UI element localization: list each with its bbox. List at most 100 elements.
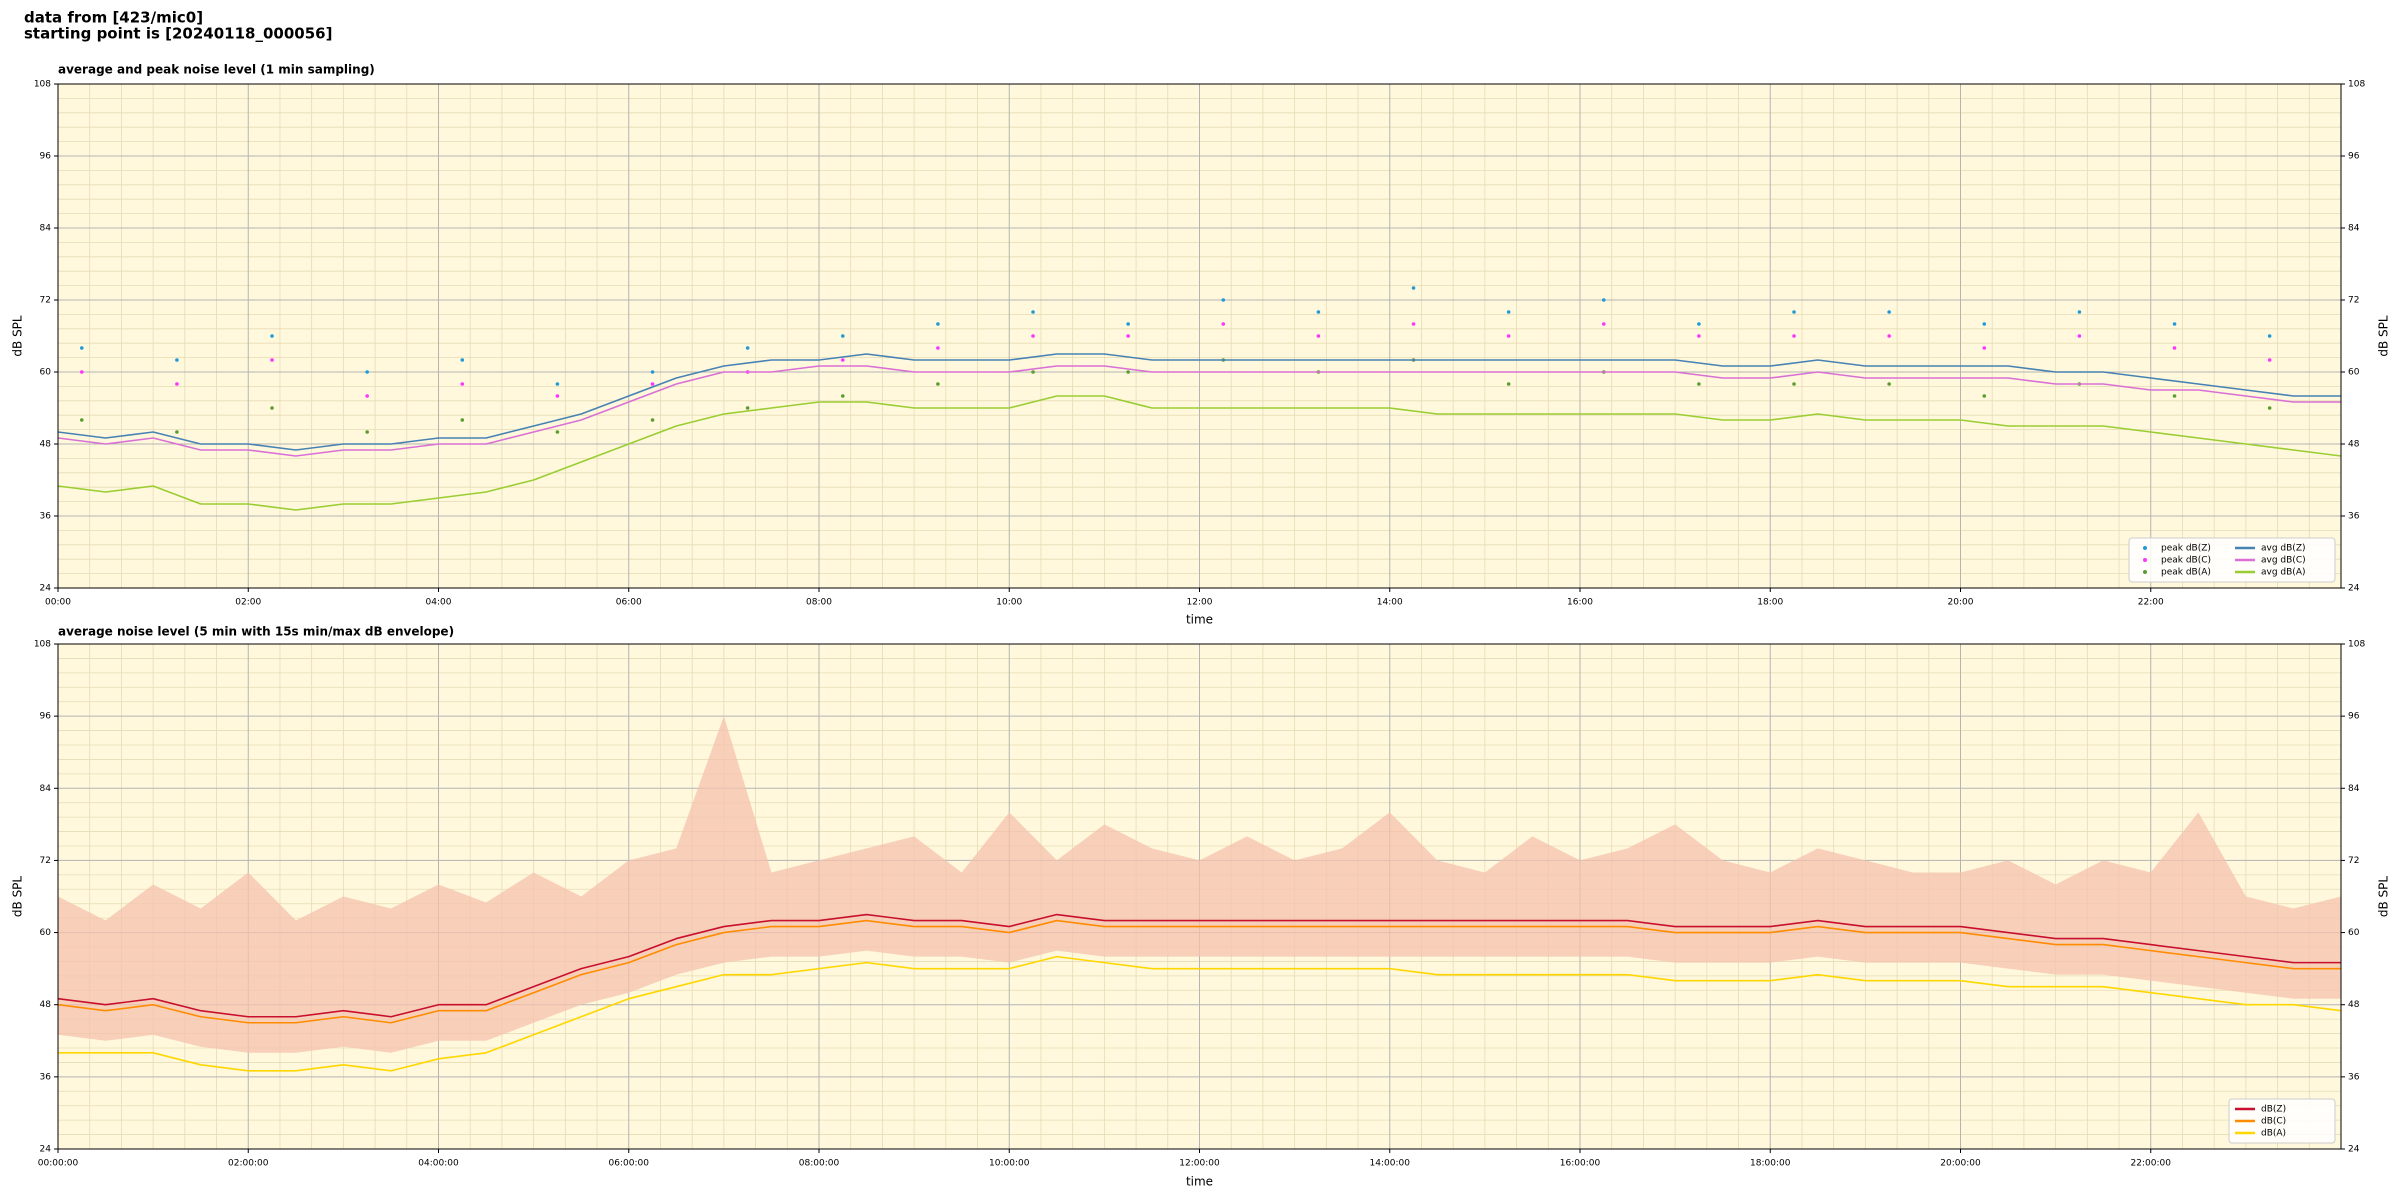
peak-point — [1887, 310, 1891, 314]
peak-point — [460, 358, 465, 362]
envelope-area — [58, 716, 2341, 1053]
y-tick-label: 48 — [2348, 440, 2360, 450]
peak-point — [1411, 286, 1416, 290]
chart-title: average noise level (5 min with 15s min/… — [58, 625, 454, 639]
x-tick-label: 12:00 — [1187, 598, 1213, 608]
peak-point — [1982, 394, 1987, 398]
peak-point — [840, 394, 845, 398]
plot-frame — [57, 83, 2342, 589]
legend-label: avg dB(Z) — [2261, 544, 2306, 554]
legend-label: avg dB(A) — [2261, 568, 2305, 578]
x-tick-label: 20:00 — [1948, 598, 1974, 608]
x-tick-label: 12:00:00 — [1179, 1159, 1220, 1169]
peak-point — [745, 406, 750, 410]
y-axis-label: dB SPL — [11, 876, 25, 918]
peak-point — [2172, 394, 2177, 398]
y-tick-label: 108 — [2348, 640, 2365, 650]
peak-point — [1316, 334, 1321, 338]
header-line: data from [423/mic0] — [24, 9, 203, 27]
x-tick-label: 16:00:00 — [1560, 1159, 1601, 1169]
y-tick-label: 36 — [2348, 1072, 2360, 1082]
peak-point — [840, 358, 845, 362]
peak-point — [2267, 406, 2272, 410]
y-tick-label: 84 — [2348, 224, 2360, 234]
legend-box — [2128, 537, 2336, 583]
x-tick-label: 08:00 — [806, 598, 832, 608]
peak-point — [1031, 334, 1035, 338]
x-tick-label: 00:00:00 — [38, 1159, 79, 1169]
peak-point — [175, 358, 179, 362]
y-tick-label: 96 — [2348, 712, 2360, 722]
peak-point — [175, 382, 179, 386]
y-tick-label: 60 — [2348, 368, 2360, 378]
peak-point — [1697, 334, 1701, 338]
x-tick-label: 22:00 — [2138, 598, 2164, 608]
x-tick-label: 20:00:00 — [1940, 1159, 1981, 1169]
y-tick-label: 24 — [2348, 1145, 2360, 1155]
peak-point — [1221, 322, 1226, 326]
peak-point — [460, 418, 465, 422]
y-axis-label: dB SPL — [2377, 876, 2391, 918]
x-tick-label: 16:00 — [1567, 598, 1593, 608]
peak-point — [365, 394, 369, 398]
y-tick-label: 72 — [2348, 296, 2359, 306]
y-tick-label: 108 — [34, 80, 51, 90]
peak-point — [2267, 334, 2272, 338]
peak-point — [2267, 358, 2272, 362]
peak-point — [1792, 310, 1796, 314]
peak-point — [1031, 310, 1035, 314]
x-tick-label: 02:00:00 — [228, 1159, 269, 1169]
series-line — [58, 955, 2342, 1072]
x-tick-label: 14:00 — [1377, 598, 1403, 608]
x-tick-label: 04:00 — [426, 598, 452, 608]
peak-point — [650, 370, 655, 374]
peak-point — [650, 418, 655, 422]
y-tick-label: 96 — [2348, 152, 2360, 162]
peak-point — [1506, 310, 1511, 314]
peak-point — [555, 394, 560, 398]
y-tick-label: 36 — [40, 512, 52, 522]
peak-point — [175, 430, 179, 434]
peak-point — [79, 418, 84, 422]
chart-title: average and peak noise level (1 min samp… — [58, 63, 375, 77]
peak-point — [1506, 382, 1511, 386]
x-tick-label: 06:00:00 — [609, 1159, 650, 1169]
x-tick-label: 08:00:00 — [799, 1159, 840, 1169]
series-line — [57, 919, 2341, 1024]
peak-point — [1506, 334, 1511, 338]
peak-point — [1126, 334, 1130, 338]
x-tick-label: 02:00 — [235, 598, 261, 608]
peak-point — [2172, 346, 2177, 350]
y-tick-label: 60 — [2348, 928, 2360, 938]
peak-point — [1411, 322, 1416, 326]
y-tick-label: 84 — [2348, 784, 2360, 794]
legend-label: dB(Z) — [2261, 1105, 2286, 1115]
legend-label: avg dB(C) — [2261, 556, 2306, 566]
x-tick-label: 04:00:00 — [418, 1159, 459, 1169]
series-line — [57, 395, 2342, 511]
y-tick-label: 48 — [40, 1000, 52, 1010]
legend-label: peak dB(C) — [2161, 556, 2211, 566]
y-tick-label: 72 — [40, 296, 51, 306]
y-tick-label: 96 — [40, 712, 52, 722]
peak-point — [2172, 322, 2177, 326]
plot-frame — [57, 643, 2342, 1150]
peak-point — [1221, 298, 1226, 302]
y-axis-label: dB SPL — [2377, 315, 2391, 357]
peak-point — [460, 382, 465, 386]
x-tick-label: 00:00 — [45, 598, 71, 608]
x-tick-label: 14:00:00 — [1370, 1159, 1411, 1169]
x-tick-label: 18:00 — [1757, 598, 1783, 608]
x-axis-label: time — [1186, 613, 1213, 627]
peak-point — [1697, 322, 1701, 326]
peak-point — [745, 346, 750, 350]
peak-point — [840, 334, 845, 338]
peak-point — [1601, 322, 1606, 326]
y-tick-label: 84 — [40, 784, 52, 794]
peak-point — [555, 430, 560, 434]
peak-point — [365, 370, 369, 374]
y-tick-label: 36 — [2348, 512, 2360, 522]
peak-point — [365, 430, 369, 434]
x-tick-label: 18:00:00 — [1750, 1159, 1791, 1169]
